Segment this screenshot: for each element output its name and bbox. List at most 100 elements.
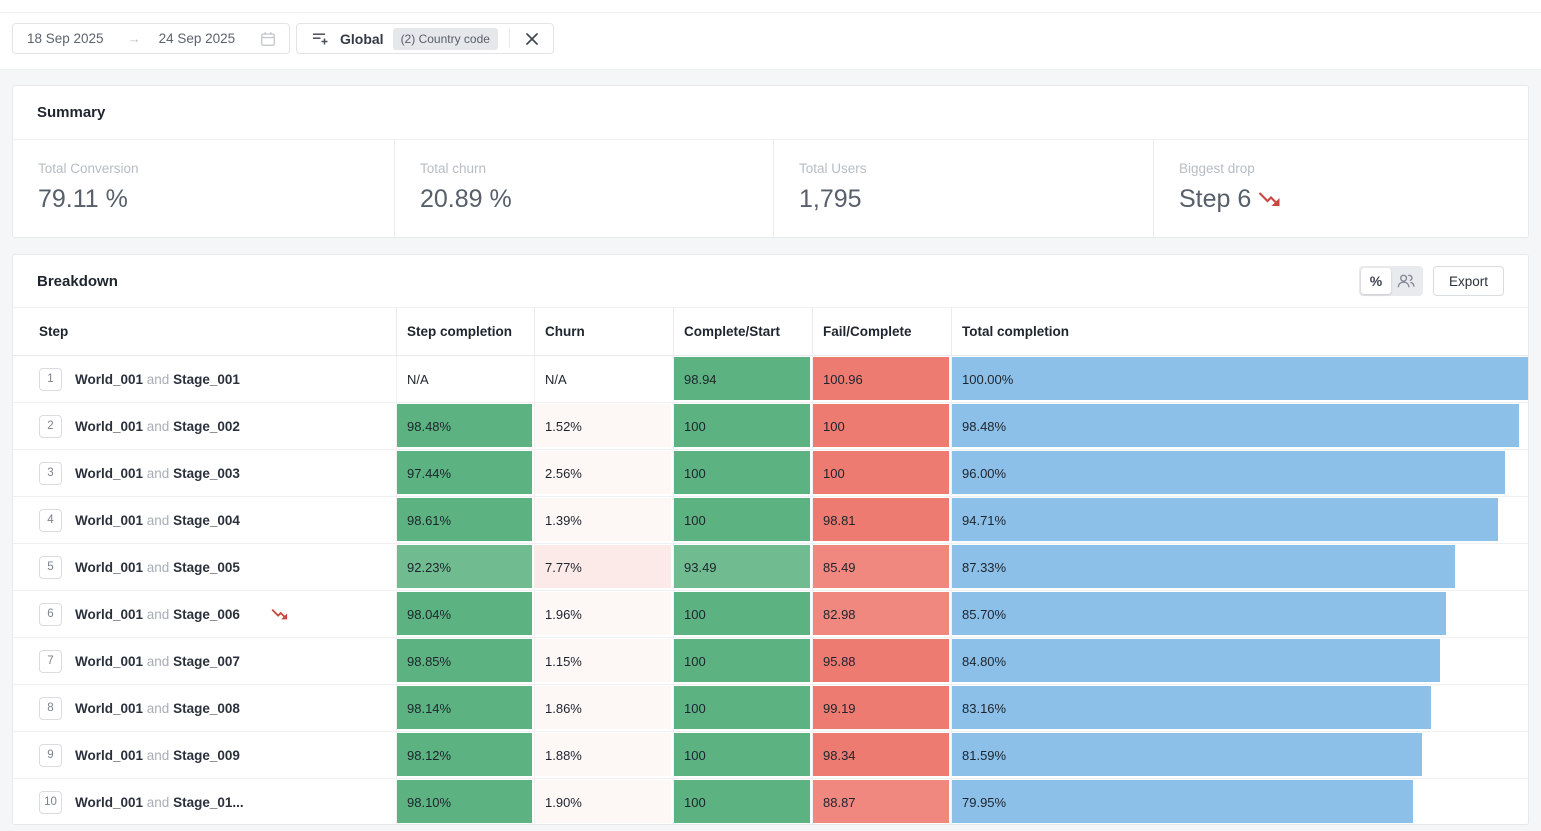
date-range-picker[interactable]: 18 Sep 2025 → 24 Sep 2025 (12, 23, 290, 54)
stat-label: Total Users (799, 161, 1153, 176)
table-row[interactable]: 5 World_001 and Stage_005 92.23% 7.77% 9… (13, 544, 1528, 591)
trend-down-icon (1258, 191, 1282, 208)
table-row[interactable]: 8 World_001 and Stage_008 98.14% 1.86% 1… (13, 685, 1528, 732)
churn-cell: 1.52% (534, 403, 673, 449)
stat-total-conversion: Total Conversion 79.11 % (13, 140, 394, 237)
complete-start-cell: 100 (673, 497, 812, 543)
fail-complete-cell: 98.34 (812, 732, 951, 778)
total-completion-bar (952, 780, 1413, 823)
churn-cell: 2.56% (534, 450, 673, 496)
global-filter-label[interactable]: Global (340, 31, 384, 47)
churn-cell: 7.77% (534, 544, 673, 590)
breakdown-table-body: 1 World_001 and Stage_001 N/A N/A 98.94 … (13, 356, 1528, 825)
table-row[interactable]: 3 World_001 and Stage_003 97.44% 2.56% 1… (13, 450, 1528, 497)
clear-filters-button[interactable] (521, 28, 543, 50)
fail-complete-cell: 95.88 (812, 638, 951, 684)
table-row[interactable]: 6 World_001 and Stage_006 98.04% 1.96% 1… (13, 591, 1528, 638)
add-filter-icon[interactable] (309, 28, 331, 50)
fail-complete-cell: 100 (812, 450, 951, 496)
column-header-fail-complete[interactable]: Fail/Complete (812, 308, 951, 355)
step-number-badge: 8 (39, 697, 62, 720)
table-row[interactable]: 4 World_001 and Stage_004 98.61% 1.39% 1… (13, 497, 1528, 544)
step-name: World_001 and Stage_005 (75, 560, 240, 575)
step-cell: 10 World_001 and Stage_01... (13, 779, 396, 825)
table-row[interactable]: 7 World_001 and Stage_007 98.85% 1.15% 1… (13, 638, 1528, 685)
step-cell: 5 World_001 and Stage_005 (13, 544, 396, 590)
users-toggle-button[interactable] (1391, 268, 1421, 294)
step-cell: 1 World_001 and Stage_001 (13, 356, 396, 402)
step-name: World_001 and Stage_001 (75, 372, 240, 387)
stat-total-users: Total Users 1,795 (773, 140, 1153, 237)
total-completion-cell: 83.16% (951, 685, 1528, 731)
step-name: World_001 and Stage_006 (75, 607, 240, 622)
total-completion-bar (952, 404, 1519, 447)
churn-cell: 1.90% (534, 779, 673, 825)
summary-card: Summary Total Conversion 79.11 % Total c… (12, 85, 1529, 238)
step-completion-cell: 98.04% (396, 591, 534, 637)
filter-divider (509, 29, 510, 48)
column-header-churn[interactable]: Churn (534, 308, 673, 355)
total-completion-bar (952, 545, 1455, 588)
step-name: World_001 and Stage_002 (75, 419, 240, 434)
complete-start-cell: 100 (673, 685, 812, 731)
date-from[interactable]: 18 Sep 2025 (27, 31, 104, 46)
fail-complete-cell: 99.19 (812, 685, 951, 731)
column-header-complete-start[interactable]: Complete/Start (673, 308, 812, 355)
step-number-badge: 4 (39, 509, 62, 532)
step-name: World_001 and Stage_009 (75, 748, 240, 763)
breakdown-table-header: Step Step completion Churn Complete/Star… (13, 307, 1528, 356)
stat-value: Step 6 (1179, 185, 1251, 214)
calendar-icon[interactable] (257, 28, 279, 50)
table-row[interactable]: 2 World_001 and Stage_002 98.48% 1.52% 1… (13, 403, 1528, 450)
step-name: World_001 and Stage_007 (75, 654, 240, 669)
unit-toggle: % (1359, 266, 1423, 296)
fail-complete-cell: 100.96 (812, 356, 951, 402)
stat-biggest-drop: Biggest drop Step 6 (1153, 140, 1528, 237)
top-filter-bar: 18 Sep 2025 → 24 Sep 2025 (0, 0, 1541, 70)
topbar-divider (0, 0, 1541, 13)
fail-complete-cell: 98.81 (812, 497, 951, 543)
complete-start-cell: 100 (673, 638, 812, 684)
stat-label: Total churn (420, 161, 773, 176)
churn-cell: 1.96% (534, 591, 673, 637)
churn-cell: 1.88% (534, 732, 673, 778)
fail-complete-cell: 85.49 (812, 544, 951, 590)
complete-start-cell: 93.49 (673, 544, 812, 590)
total-completion-bar (952, 733, 1422, 776)
step-name: World_001 and Stage_004 (75, 513, 240, 528)
complete-start-cell: 100 (673, 450, 812, 496)
complete-start-cell: 100 (673, 732, 812, 778)
stat-label: Biggest drop (1179, 161, 1528, 176)
complete-start-cell: 100 (673, 403, 812, 449)
step-completion-cell: N/A (396, 356, 534, 402)
summary-title: Summary (37, 104, 105, 121)
complete-start-cell: 100 (673, 779, 812, 825)
total-completion-cell: 100.00% (951, 356, 1528, 402)
country-code-filter-tag[interactable]: (2) Country code (393, 28, 498, 50)
fail-complete-cell: 88.87 (812, 779, 951, 825)
column-header-step[interactable]: Step (13, 308, 396, 355)
step-number-badge: 3 (39, 462, 62, 485)
total-completion-cell: 85.70% (951, 591, 1528, 637)
step-number-badge: 1 (39, 368, 62, 391)
step-name: World_001 and Stage_003 (75, 466, 240, 481)
churn-cell: N/A (534, 356, 673, 402)
table-row[interactable]: 1 World_001 and Stage_001 N/A N/A 98.94 … (13, 356, 1528, 403)
summary-stats: Total Conversion 79.11 % Total churn 20.… (13, 140, 1528, 237)
step-number-badge: 9 (39, 744, 62, 767)
step-name: World_001 and Stage_01... (75, 795, 244, 810)
stat-total-churn: Total churn 20.89 % (394, 140, 773, 237)
people-icon (1397, 273, 1415, 289)
table-row[interactable]: 9 World_001 and Stage_009 98.12% 1.88% 1… (13, 732, 1528, 779)
step-completion-cell: 98.85% (396, 638, 534, 684)
total-completion-bar (952, 592, 1446, 635)
step-cell: 9 World_001 and Stage_009 (13, 732, 396, 778)
export-button[interactable]: Export (1433, 266, 1504, 296)
column-header-total-completion[interactable]: Total completion (951, 308, 1528, 355)
fail-complete-cell: 82.98 (812, 591, 951, 637)
date-to[interactable]: 24 Sep 2025 (159, 31, 236, 46)
table-row[interactable]: 10 World_001 and Stage_01... 98.10% 1.90… (13, 779, 1528, 825)
column-header-step-completion[interactable]: Step completion (396, 308, 534, 355)
stat-label: Total Conversion (38, 161, 394, 176)
percent-toggle-button[interactable]: % (1361, 268, 1391, 294)
